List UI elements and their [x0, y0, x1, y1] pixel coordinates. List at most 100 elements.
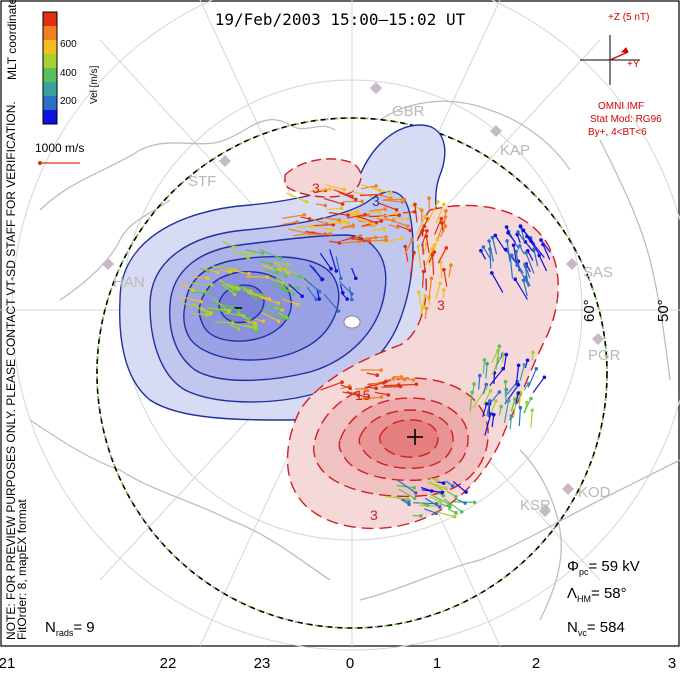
side-note-line1: NOTE: FOR PREVIEW PURPOSES ONLY. PLEASE …	[4, 101, 18, 640]
velocity-vector-origin	[430, 247, 435, 251]
velocity-vector-origin	[416, 244, 421, 248]
velocity-vector	[358, 396, 382, 400]
velocity-vector-origin	[342, 187, 347, 192]
velocity-vector	[236, 311, 257, 326]
velocity-vector-origin	[503, 379, 508, 384]
velocity-vector-origin	[506, 399, 511, 403]
velocity-vector-origin	[402, 197, 407, 202]
velocity-vector-origin	[449, 263, 453, 267]
velocity-vector-origin	[379, 219, 384, 223]
velocity-vector-origin	[337, 218, 342, 222]
velocity-vector-origin	[423, 294, 427, 298]
velocity-vector-origin	[341, 290, 345, 295]
velocity-vector	[383, 384, 399, 387]
velocity-vector-origin	[425, 503, 430, 508]
velocity-vector-origin	[340, 380, 344, 385]
station-label: KOD	[578, 484, 611, 501]
color-scale-tick: 600	[60, 39, 77, 50]
velocity-vector	[382, 199, 403, 203]
color-scale-outline	[42, 11, 58, 125]
velocity-vector	[486, 400, 491, 417]
velocity-vector-origin	[205, 276, 210, 281]
velocity-vector	[515, 251, 520, 266]
velocity-vector	[218, 279, 234, 290]
velocity-vector-origin	[209, 283, 214, 287]
velocity-vector-origin	[420, 208, 424, 213]
velocity-vector	[195, 305, 211, 316]
velocity-vector	[519, 364, 525, 381]
velocity-vector	[314, 189, 326, 194]
velocity-vector-origin	[454, 494, 458, 499]
velocity-vector-origin	[454, 510, 458, 515]
mlt-label-21: 21	[0, 655, 15, 672]
coordinates-label: MLT coordinates	[5, 0, 19, 80]
velocity-vector-origin	[525, 400, 529, 405]
velocity-vector-origin	[484, 402, 489, 406]
velocity-vector	[323, 293, 339, 312]
velocity-vector-origin	[448, 505, 452, 510]
velocity-vector-origin	[357, 239, 362, 244]
velocity-vector-origin	[249, 289, 253, 294]
velocity-vector-origin	[436, 200, 440, 204]
velocity-vector	[223, 304, 240, 312]
velocity-vector-origin	[442, 267, 446, 272]
velocity-vector-origin	[207, 290, 212, 295]
velocity-vector-origin	[497, 390, 502, 394]
velocity-vector-origin	[413, 202, 417, 207]
velocity-vector-origin	[481, 245, 486, 249]
velocity-vector	[448, 264, 452, 277]
velocity-vector	[341, 240, 360, 244]
lambda-hm-stat: ΛHM= 58°	[567, 585, 627, 604]
velocity-vector	[267, 277, 284, 284]
velocity-vector-origin	[424, 306, 429, 311]
color-scale-block	[43, 54, 57, 68]
velocity-vector-origin	[400, 236, 404, 241]
velocity-vector-origin	[331, 222, 336, 227]
station-ksr: KSR	[520, 497, 551, 517]
velocity-vector	[320, 381, 343, 391]
velocity-vector	[180, 302, 195, 306]
map-title: 19/Feb/2003 15:00–15:02 UT	[215, 10, 466, 29]
velocity-vector	[538, 255, 548, 272]
imf-model: Stat Mod: RG96	[590, 114, 662, 125]
velocity-vector	[260, 296, 279, 304]
velocity-vector-origin	[423, 214, 427, 219]
velocity-vector-origin	[216, 270, 220, 275]
velocity-vector-origin	[234, 285, 239, 290]
velocity-vector	[533, 249, 539, 267]
velocity-vector-origin	[348, 386, 353, 391]
velocity-vector-origin	[354, 197, 358, 202]
velocity-vector-origin	[541, 242, 545, 247]
velocity-vector	[211, 265, 236, 270]
velocity-vector	[335, 256, 342, 279]
velocity-vector-origin	[384, 379, 388, 384]
velocity-vector-origin	[291, 292, 296, 297]
coastlines	[29, 100, 680, 621]
velocity-vector-origin	[504, 387, 509, 392]
velocity-vector-origin	[485, 361, 489, 366]
velocity-vector-origin	[410, 237, 414, 242]
contour-label: 15	[355, 387, 371, 403]
velocity-vector	[401, 377, 414, 381]
velocity-vector	[303, 277, 320, 293]
velocity-vector	[482, 359, 486, 374]
velocity-vector-origin	[227, 309, 231, 314]
velocity-vector	[346, 391, 369, 398]
velocity-vector	[261, 311, 279, 322]
velocity-vector	[523, 229, 536, 245]
velocity-vector-origin	[260, 251, 265, 256]
velocity-vector	[523, 398, 532, 414]
velocity-vector-origin	[472, 500, 477, 505]
velocity-vector-origin	[254, 297, 258, 301]
velocity-vector	[271, 284, 287, 292]
velocity-vector-origin	[470, 390, 475, 395]
velocity-vector-origin	[354, 276, 358, 281]
station-markers: GBR KAP STF HAN SAS PGR KOD KSR	[102, 82, 621, 517]
velocity-vector-origin	[509, 414, 514, 418]
velocity-vector-origin	[444, 209, 448, 213]
velocity-vector	[524, 241, 535, 253]
velocity-vector	[266, 304, 281, 309]
velocity-vector-origin	[516, 363, 521, 368]
velocity-vector-origin	[233, 267, 237, 271]
mlt-label-0: 0	[346, 655, 354, 672]
